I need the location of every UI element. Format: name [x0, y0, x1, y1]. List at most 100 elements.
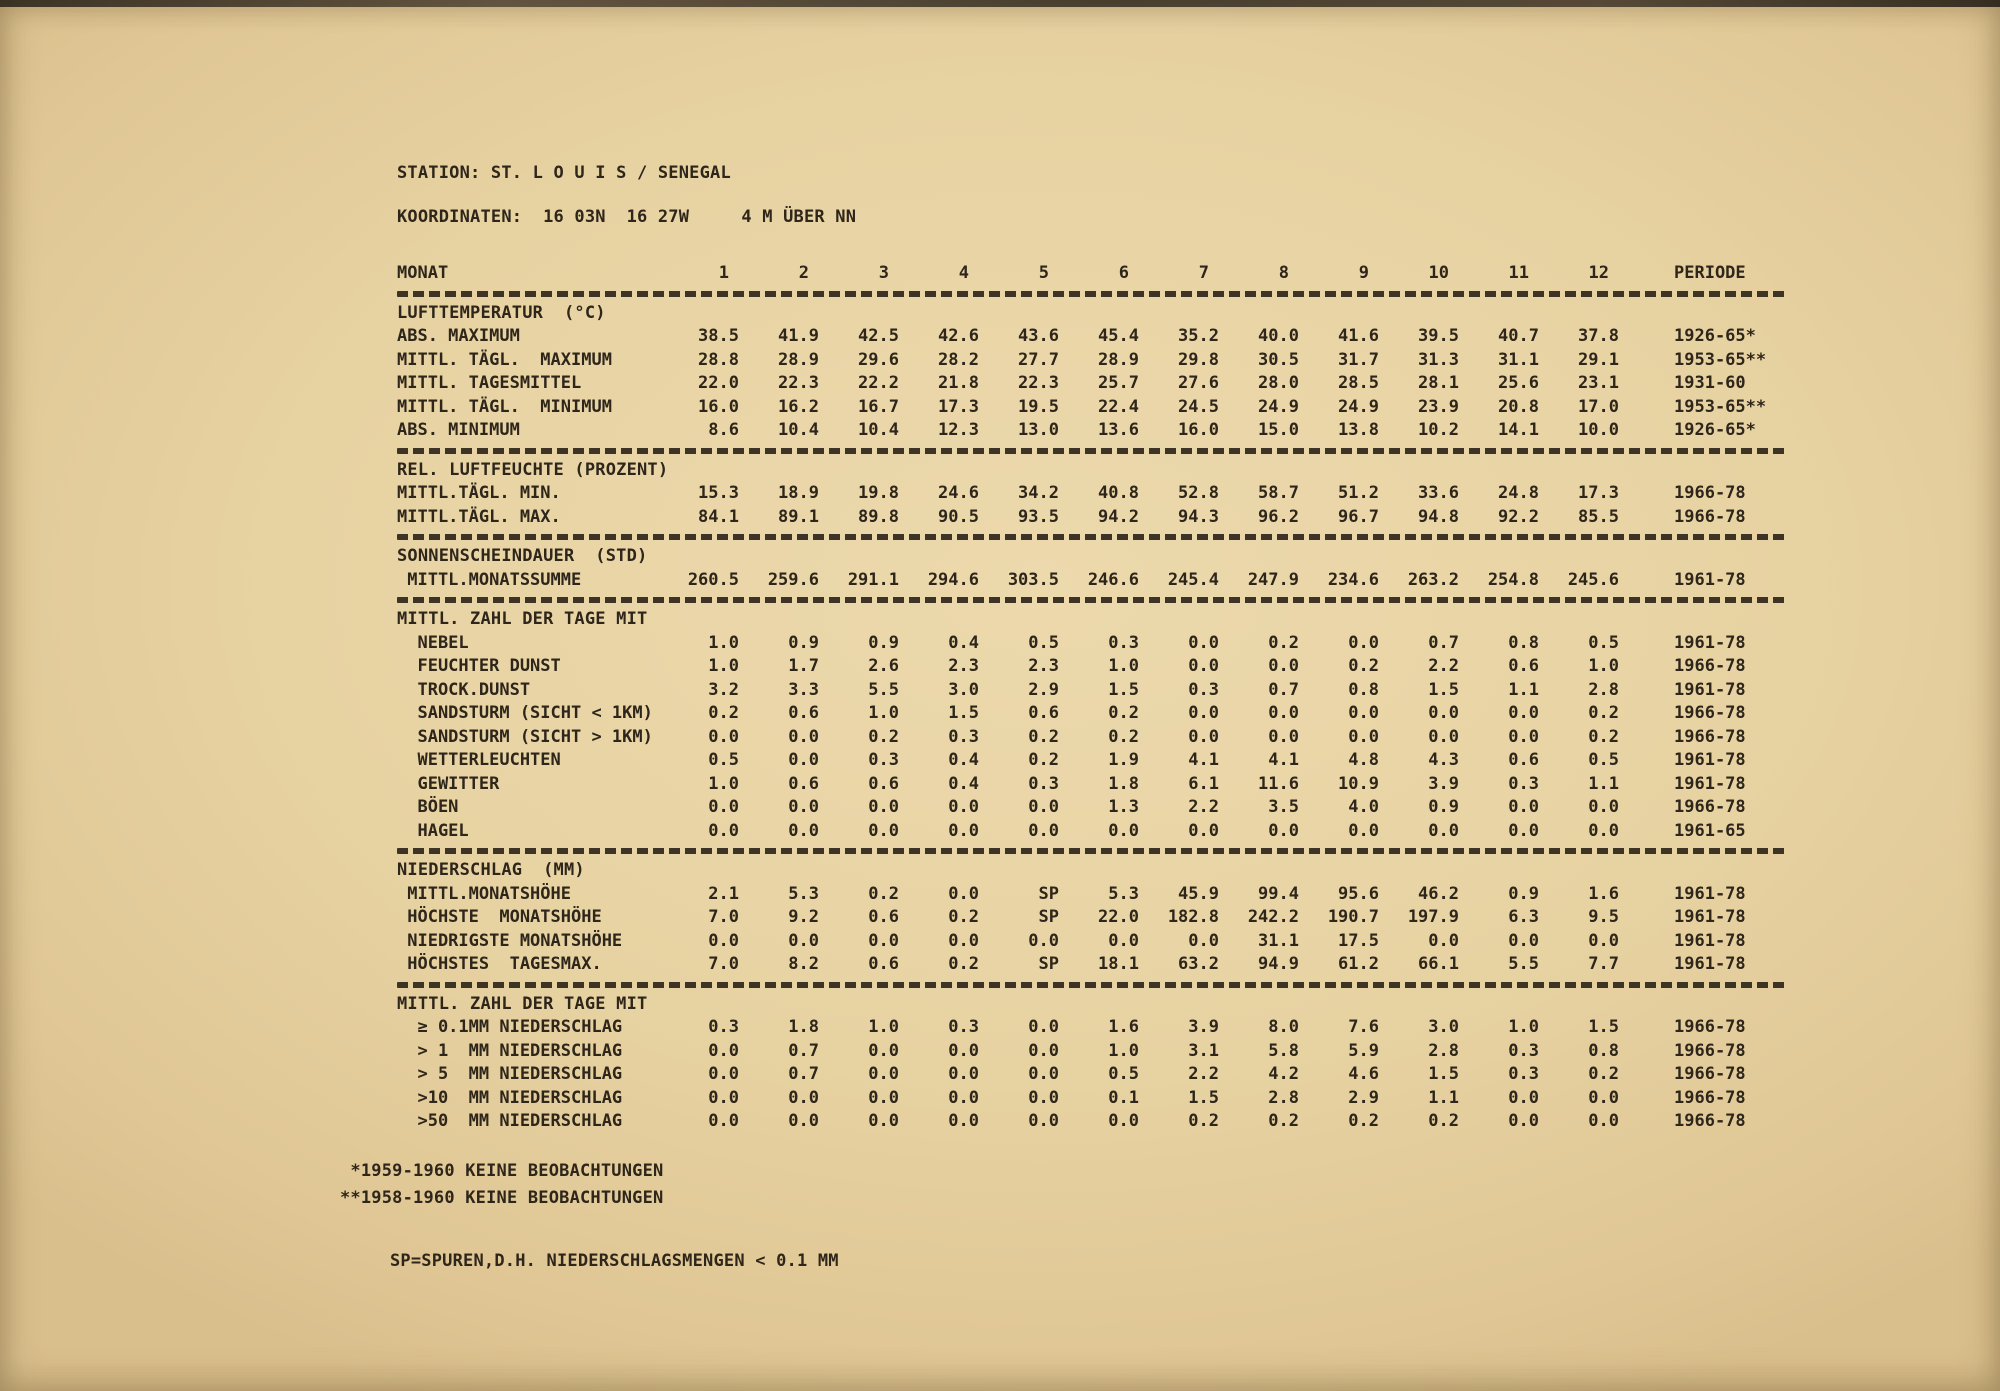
row-label: ≥ 0.1MM NIEDERSCHLAG	[397, 1017, 623, 1037]
value-cell: 2.6	[868, 656, 899, 676]
value-cell: 0.2	[1268, 632, 1299, 653]
value-cell: 22.4	[1098, 396, 1139, 417]
value-cell: 1.7	[788, 656, 819, 676]
value-cell: 3.5	[1268, 797, 1299, 817]
row-label: HÖCHSTES TAGESMAX.	[397, 954, 602, 974]
row-label: > 5 MM NIEDERSCHLAG	[397, 1064, 623, 1084]
value-cell: 0.0	[1188, 703, 1219, 723]
value-cell: 2.2	[1188, 797, 1219, 817]
value-cell: 16.7	[858, 396, 899, 417]
month-header-cell: 1	[718, 263, 729, 283]
table-row: SANDSTURM (SICHT < 1KM) 0.2 0.6 1.0 1.5 0.6 0.…	[397, 702, 1797, 726]
value-cell: 0.0	[1268, 656, 1299, 676]
value-cell: 0.8	[1588, 1040, 1619, 1061]
table-header-row: MONAT 1 2 3 4 5 6 7 8 9 10 11 12 PERIODE	[397, 262, 1797, 286]
value-cell: 0.2	[1588, 703, 1619, 723]
value-cell: 0.5	[708, 750, 739, 770]
value-cell: 0.0	[1508, 1111, 1539, 1131]
value-cell: 42.5	[858, 326, 899, 346]
value-cell: 1.3	[1108, 797, 1139, 817]
table-row: HÖCHSTE MONATSHÖHE 7.0 9.2 0.6 0.2 SP 22.0 182.…	[397, 906, 1797, 930]
section-title: LUFTTEMPERATUR (°C)	[397, 302, 606, 323]
value-cell: 0.6	[788, 773, 819, 794]
value-cell: 0.5	[1108, 1064, 1139, 1084]
value-cell: 17.5	[1338, 930, 1379, 951]
table-row: ABS. MINIMUM 8.6 10.4 10.4 12.3 13.0 13.6 16.0 1…	[397, 419, 1797, 443]
row-label: MITTL.MONATSHÖHE	[397, 883, 571, 904]
value-cell: 291.1	[847, 569, 899, 590]
value-cell: 93.5	[1018, 506, 1059, 527]
row-label: ABS. MAXIMUM	[397, 326, 520, 346]
value-cell: 0.0	[1348, 703, 1379, 723]
value-cell: 40.7	[1498, 326, 1539, 346]
value-cell: 0.3	[1028, 773, 1059, 794]
value-cell: 2.8	[1268, 1087, 1299, 1108]
value-cell: 0.0	[788, 930, 819, 951]
value-cell: 260.5	[687, 569, 739, 590]
value-cell: 25.7	[1098, 373, 1139, 393]
value-cell: 1.6	[1108, 1017, 1139, 1037]
footnote-single-asterisk: *1959-1960 KEINE BEOBACHTUNGEN	[340, 1161, 664, 1181]
periode-cell: 1961-78	[1674, 632, 1746, 653]
value-cell: 1.0	[1108, 1040, 1139, 1061]
value-cell: 0.0	[868, 820, 899, 841]
footnotes: *1959-1960 KEINE BEOBACHTUNGEN **1958-19…	[340, 1158, 663, 1212]
value-cell: 0.3	[948, 726, 979, 747]
value-cell: 0.0	[1108, 1111, 1139, 1131]
value-cell: 27.7	[1018, 349, 1059, 370]
periode-cell: 1961-78	[1674, 907, 1746, 927]
value-cell: 0.0	[788, 726, 819, 747]
value-cell: 20.8	[1498, 396, 1539, 417]
periode-cell: 1961-78	[1674, 773, 1746, 794]
value-cell: 19.5	[1018, 396, 1059, 417]
value-cell: 17.3	[1578, 483, 1619, 503]
value-cell: 0.0	[708, 930, 739, 951]
value-cell: 10.4	[778, 420, 819, 440]
value-cell: 0.0	[1508, 1087, 1539, 1108]
value-cell: 3.9	[1428, 773, 1459, 794]
month-header-cell: 3	[878, 263, 889, 283]
value-cell: 24.9	[1258, 396, 1299, 417]
value-cell: 0.4	[948, 773, 979, 794]
value-cell: 0.7	[788, 1064, 819, 1084]
value-cell: 0.3	[1508, 773, 1539, 794]
row-label: MITTL.TÄGL. MAX.	[397, 506, 561, 527]
value-cell: 0.0	[708, 1064, 739, 1084]
value-cell: 0.0	[1428, 726, 1459, 747]
value-cell: 0.7	[1268, 679, 1299, 700]
value-cell: 0.0	[1588, 1111, 1619, 1131]
value-cell: 28.2	[938, 349, 979, 370]
periode-cell: 1926-65*	[1674, 420, 1756, 440]
value-cell: 10.4	[858, 420, 899, 440]
value-cell: 0.0	[1348, 726, 1379, 747]
value-cell: 1.1	[1428, 1087, 1459, 1108]
value-cell: 5.3	[1108, 883, 1139, 904]
value-cell: 2.3	[948, 656, 979, 676]
value-cell: 8.6	[708, 420, 739, 440]
value-cell: 0.0	[1028, 1040, 1059, 1061]
value-cell: 45.4	[1098, 326, 1139, 346]
value-cell: 0.0	[1028, 1111, 1059, 1131]
value-cell: 0.2	[1268, 1111, 1299, 1131]
value-cell: 96.7	[1338, 506, 1379, 527]
value-cell: 1.5	[1588, 1017, 1619, 1037]
table-row: >50 MM NIEDERSCHLAG 0.0 0.0 0.0 0.0 0.0 0.0 0.2…	[397, 1110, 1797, 1134]
value-cell: 11.6	[1258, 773, 1299, 794]
value-cell: 31.1	[1258, 930, 1299, 951]
value-cell: 66.1	[1418, 954, 1459, 974]
value-cell: 4.1	[1268, 750, 1299, 770]
row-label: BÖEN	[397, 797, 459, 817]
value-cell: SP	[1038, 954, 1059, 974]
value-cell: 19.8	[858, 483, 899, 503]
table-separator	[397, 534, 1789, 540]
value-cell: 0.0	[1508, 930, 1539, 951]
periode-cell: 1961-65	[1674, 820, 1746, 841]
value-cell: 234.6	[1327, 569, 1379, 590]
value-cell: 17.3	[938, 396, 979, 417]
value-cell: 0.0	[948, 930, 979, 951]
value-cell: 17.0	[1578, 396, 1619, 417]
value-cell: 0.0	[1588, 797, 1619, 817]
table-separator	[397, 981, 1789, 988]
periode-cell: 1966-78	[1674, 1064, 1746, 1084]
value-cell: 0.0	[868, 797, 899, 817]
